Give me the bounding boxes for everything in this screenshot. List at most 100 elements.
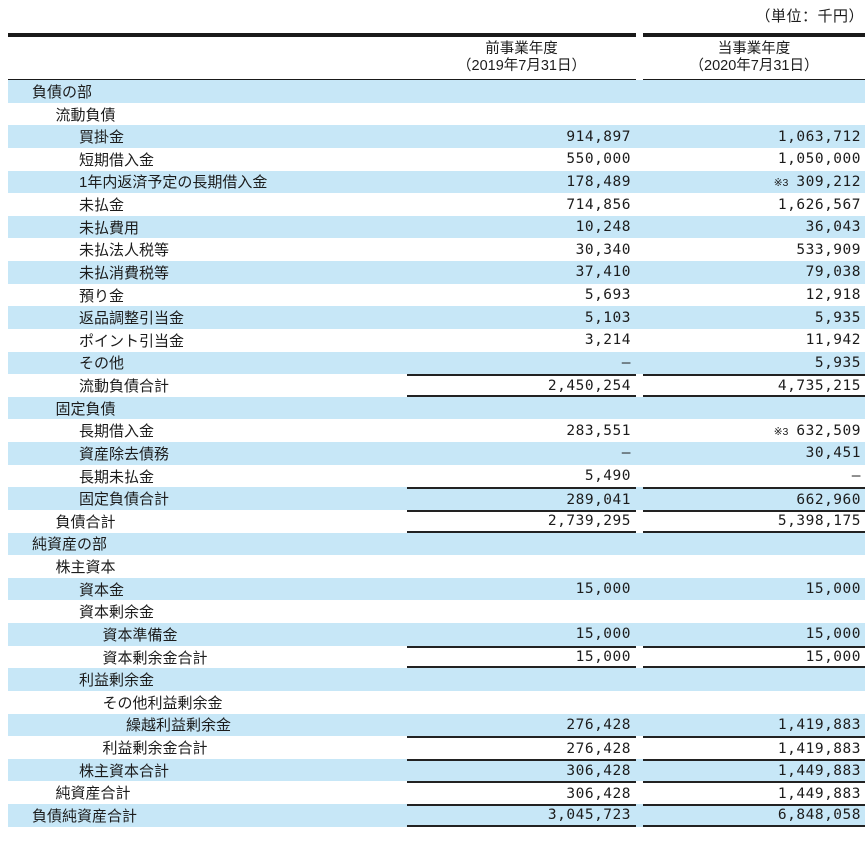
row-label: 繰越利益剰余金 [126, 717, 232, 735]
column-subtitle: （2020年7月31日） [689, 57, 819, 74]
row-values: 276,428 1,419,883 [407, 714, 865, 737]
row-label: 長期借入金 [79, 423, 155, 441]
table-row: 流動負債 [8, 103, 865, 126]
amount: 5,693 [584, 287, 631, 304]
row-values: 3,214 11,942 [407, 329, 865, 352]
row-values: 15,000 15,000 [407, 645, 865, 669]
row-label: 返品調整引当金 [79, 310, 185, 328]
amount: 6,848,058 [777, 807, 861, 824]
table-row: 負債の部 [8, 80, 865, 103]
amount: 662,960 [796, 491, 861, 508]
row-label: 利益剰余金 [79, 672, 155, 690]
value-prior-year [407, 397, 636, 420]
row-label: 固定負債 [55, 400, 116, 418]
row-values: 550,000 1,050,000 [407, 148, 865, 171]
amount: 289,041 [566, 491, 631, 508]
value-prior-year [407, 555, 636, 578]
table-row: 資本剰余金 [8, 600, 865, 623]
value-prior-year: 289,041 [407, 487, 636, 510]
table-row: 未払費用 10,248 36,043 [8, 215, 865, 239]
row-values: 283,551 ※3 632,509 [407, 419, 865, 442]
value-prior-year: 37,410 [407, 261, 636, 284]
value-current-year: 533,909 [643, 238, 865, 261]
amount: — [621, 354, 631, 371]
table-row: 長期未払金 5,490 — [8, 465, 865, 488]
row-label: 流動負債合計 [79, 378, 170, 396]
row-values [407, 555, 865, 578]
row-label: 未払費用 [79, 219, 140, 237]
row-label: 買掛金 [79, 129, 125, 147]
value-prior-year: 914,897 [407, 125, 636, 148]
amount: 2,450,254 [547, 377, 631, 394]
value-prior-year: 283,551 [407, 419, 636, 442]
amount: 36,043 [805, 219, 861, 236]
amount: 1,626,567 [777, 196, 861, 213]
value-prior-year: 2,739,295 [407, 509, 636, 533]
table-row: 資産除去債務 — 30,451 [8, 442, 865, 465]
row-label: 負債純資産合計 [32, 807, 138, 825]
row-label: 流動負債 [55, 106, 116, 124]
row-values: 714,856 1,626,567 [407, 193, 865, 216]
value-current-year: 6,848,058 [643, 804, 865, 827]
row-label: 長期未払金 [79, 468, 155, 486]
value-current-year: 15,000 [643, 645, 865, 669]
row-label: 資本準備金 [102, 626, 178, 644]
value-prior-year: — [407, 352, 636, 375]
amount: 30,451 [805, 445, 861, 462]
table-body: 負債の部 流動負債 買掛金 [8, 80, 865, 827]
value-prior-year: 550,000 [407, 148, 636, 171]
amount: 1,419,883 [777, 716, 861, 733]
row-values: 3,045,723 6,848,058 [407, 804, 865, 827]
value-prior-year: 5,490 [407, 465, 636, 488]
note-marker: ※3 [773, 176, 789, 189]
row-values: 5,693 12,918 [407, 284, 865, 307]
value-current-year: 5,935 [643, 352, 865, 375]
row-label: 資本剰余金 [79, 604, 155, 622]
row-label: 固定負債合計 [79, 491, 170, 509]
amount: 15,000 [575, 626, 631, 643]
row-values: 30,340 533,909 [407, 238, 865, 261]
row-label: 資本金 [79, 581, 125, 599]
column-headers: 前事業年度 （2019年7月31日） 当事業年度 （2020年7月31日） [8, 37, 865, 79]
row-values: 2,739,295 5,398,175 [407, 509, 865, 533]
column-header-current-year: 当事業年度 （2020年7月31日） [643, 41, 865, 75]
value-prior-year [407, 80, 636, 103]
value-prior-year: 15,000 [407, 578, 636, 601]
table-row: 未払金 714,856 1,626,567 [8, 193, 865, 216]
table-row: 未払法人税等 30,340 533,909 [8, 238, 865, 261]
table-row: 返品調整引当金 5,103 5,935 [8, 306, 865, 329]
row-values: 2,450,254 4,735,215 [407, 374, 865, 397]
row-values [407, 691, 865, 714]
table-row: 1年内返済予定の長期借入金 178,489 ※3 309,212 [8, 170, 865, 194]
row-label: 利益剰余金合計 [102, 740, 208, 758]
amount: 714,856 [566, 196, 631, 213]
value-current-year: 5,398,175 [643, 509, 865, 533]
amount: 15,000 [575, 581, 631, 598]
table-row: 流動負債合計 2,450,254 4,735,215 [8, 374, 865, 397]
value-current-year: 1,419,883 [643, 714, 865, 737]
column-title: 当事業年度 [717, 40, 791, 57]
value-prior-year [407, 600, 636, 623]
amount: 5,935 [814, 309, 861, 326]
row-label: その他 [79, 355, 125, 373]
amount: 1,063,712 [777, 128, 861, 145]
value-current-year [643, 555, 865, 578]
value-prior-year: 15,000 [407, 623, 636, 646]
row-label: 純資産の部 [32, 536, 108, 554]
unit-label: （単位：千円） [755, 8, 864, 25]
value-current-year: 30,451 [643, 442, 865, 465]
value-prior-year: 714,856 [407, 193, 636, 216]
table-row: 株主資本合計 306,428 1,449,883 [8, 758, 865, 782]
value-prior-year: 2,450,254 [407, 374, 636, 397]
amount: 178,489 [566, 173, 631, 190]
value-current-year: 1,063,712 [643, 125, 865, 148]
table-row: 固定負債合計 289,041 662,960 [8, 487, 865, 510]
row-label: 資産除去債務 [79, 445, 170, 463]
amount: 10,248 [575, 219, 631, 236]
row-values [407, 600, 865, 623]
value-prior-year [407, 691, 636, 714]
value-prior-year: 276,428 [407, 736, 636, 759]
row-label: 資本剰余金合計 [102, 649, 208, 667]
amount: 1,449,883 [777, 763, 861, 780]
